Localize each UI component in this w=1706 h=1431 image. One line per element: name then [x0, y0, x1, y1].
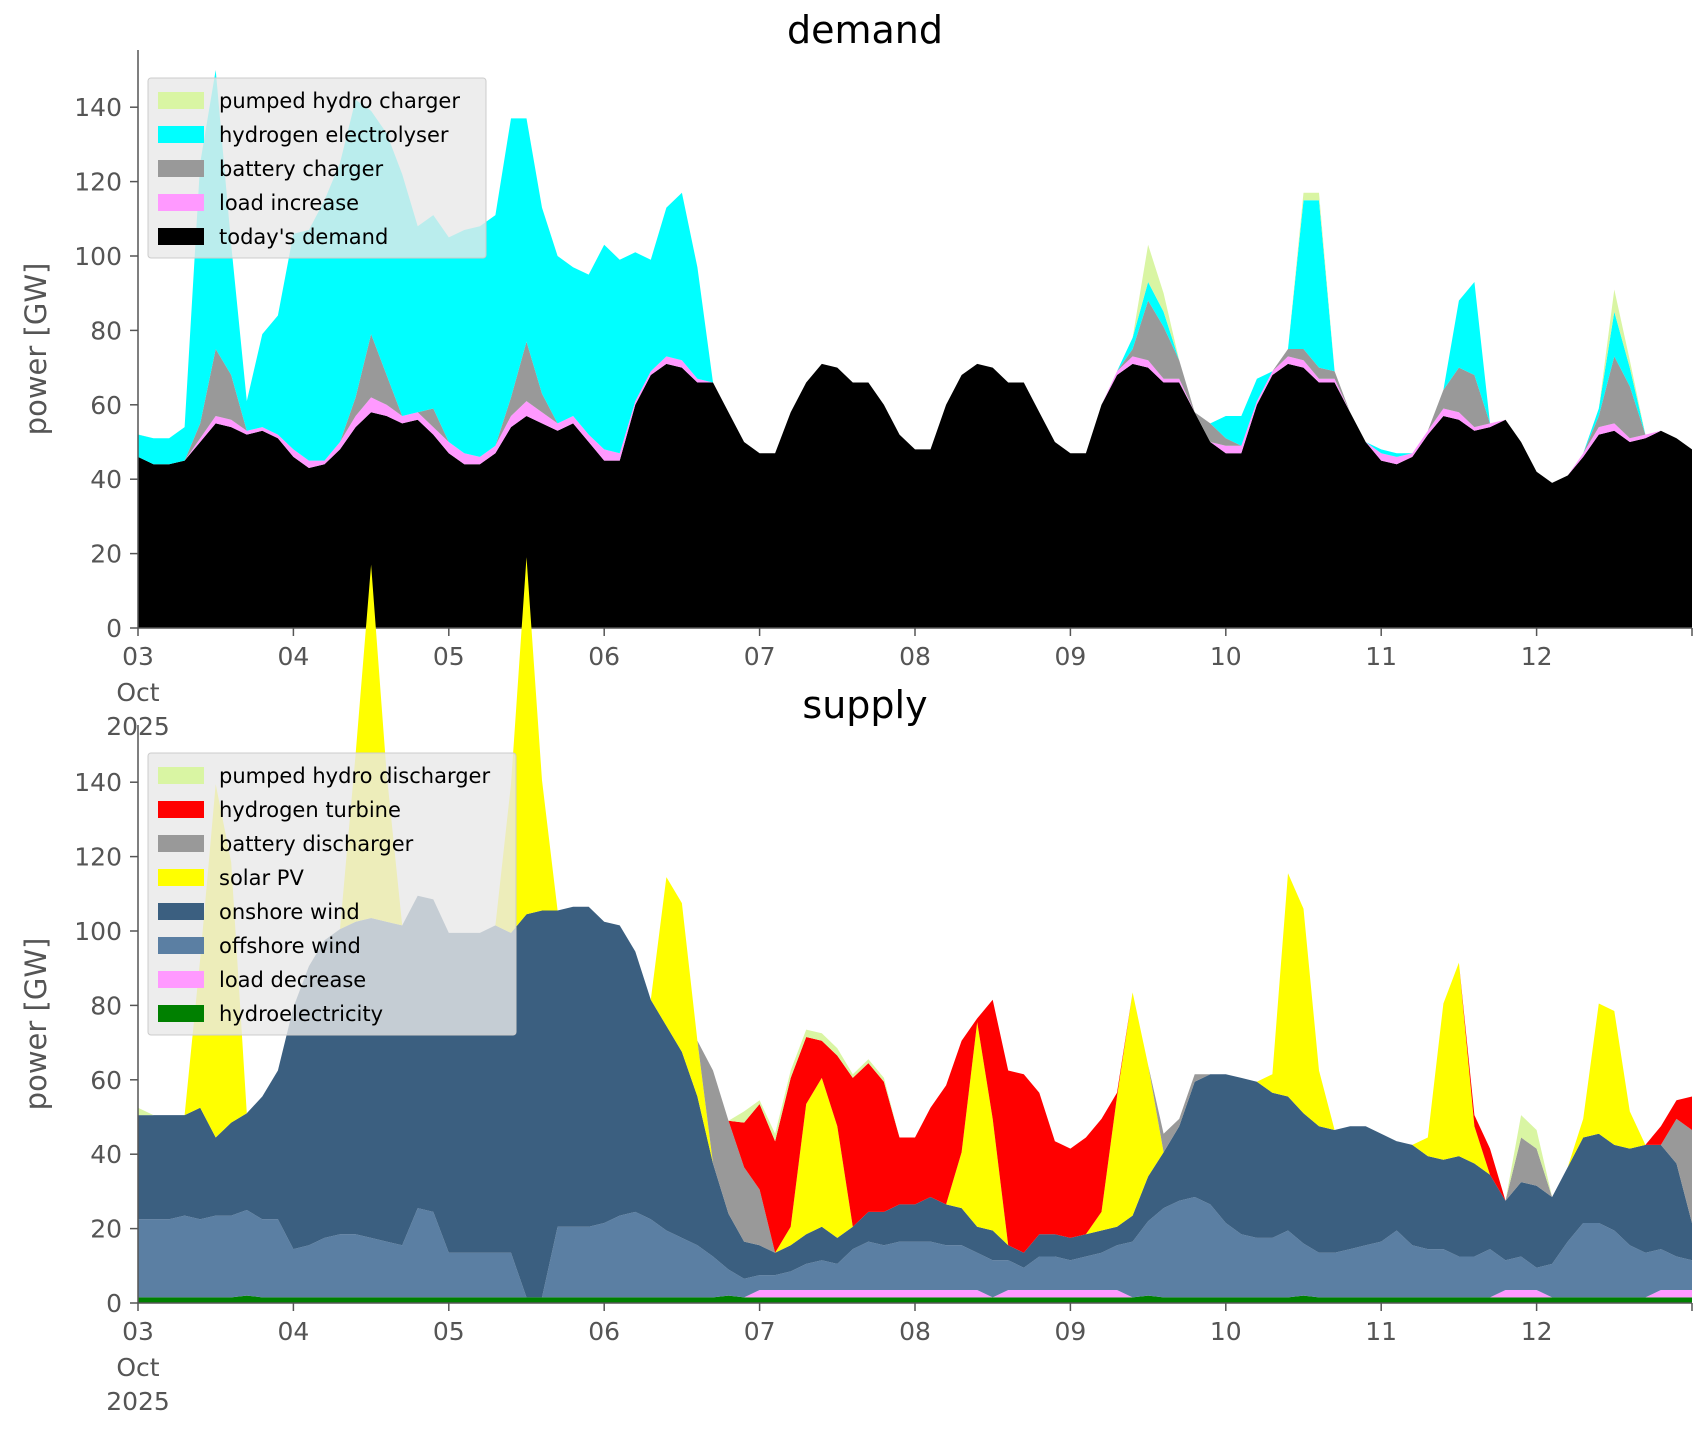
- x-tick-label: 08: [899, 1317, 931, 1346]
- series-area-onshore-wind: [138, 895, 1692, 1298]
- legend-swatch-hydroelectricity: [158, 1005, 204, 1022]
- x-tick-sublabel: Oct: [116, 678, 159, 707]
- x-tick-label: 09: [1054, 642, 1086, 671]
- legend-label: today's demand: [219, 225, 388, 249]
- y-tick-label: 20: [90, 1215, 122, 1244]
- y-tick-label: 140: [74, 93, 122, 122]
- legend-swatch-hydrogen-electrolyser: [158, 126, 204, 143]
- y-tick-label: 100: [74, 242, 122, 271]
- legend-swatch-hydrogen-turbine: [158, 801, 204, 818]
- legend-swatch-todays-demand: [158, 228, 204, 245]
- y-tick-label: 0: [106, 614, 122, 643]
- y-axis-label: power [GW]: [19, 938, 53, 1111]
- x-tick-label: 03: [122, 1317, 154, 1346]
- x-tick-label: 06: [588, 642, 620, 671]
- legend-swatch-pumped-hydro-discharger: [158, 767, 204, 784]
- x-tick-label: 03: [122, 642, 154, 671]
- series-areas: [138, 557, 1692, 1303]
- x-tick-label: 05: [433, 1317, 465, 1346]
- y-tick-label: 120: [74, 168, 122, 197]
- x-tick-sublabel: Oct: [116, 1353, 159, 1382]
- legend-label: offshore wind: [219, 934, 361, 958]
- legend-swatch-onshore-wind: [158, 903, 204, 920]
- series-area-offshore-wind: [138, 1197, 1692, 1298]
- legend-label: hydrogen turbine: [219, 798, 401, 822]
- x-tick-label: 04: [277, 642, 309, 671]
- y-tick-label: 80: [90, 316, 122, 345]
- legend-label: hydroelectricity: [219, 1002, 383, 1026]
- x-tick-label: 08: [899, 642, 931, 671]
- legend-label: solar PV: [219, 866, 304, 890]
- legend-swatch-load-increase: [158, 194, 204, 211]
- y-tick-label: 60: [90, 391, 122, 420]
- x-tick-label: 07: [744, 1317, 776, 1346]
- x-tick-label: 04: [277, 1317, 309, 1346]
- legend-label: battery charger: [219, 157, 384, 181]
- x-tick-label: 10: [1210, 1317, 1242, 1346]
- legend: pumped hydro discharger hydrogen turbine b…: [147, 752, 517, 1036]
- y-tick-label: 120: [74, 843, 122, 872]
- legend-label: battery discharger: [219, 832, 414, 856]
- y-tick-label: 40: [90, 465, 122, 494]
- y-tick-label: 140: [74, 768, 122, 797]
- x-tick-label: 11: [1365, 1317, 1397, 1346]
- legend-swatch-solar-pv: [158, 869, 204, 886]
- y-axis-label: power [GW]: [19, 263, 53, 436]
- legend-label: onshore wind: [219, 900, 360, 924]
- x-tick-sublabel: 2025: [106, 1387, 170, 1416]
- x-tick-label: 12: [1521, 642, 1553, 671]
- series-area-load-decrease: [138, 1290, 1692, 1298]
- legend-swatch-offshore-wind: [158, 937, 204, 954]
- x-tick-label: 05: [433, 642, 465, 671]
- series-area-hydroelectricity: [138, 1295, 1692, 1303]
- series-area-solar-pv: [138, 557, 1692, 1253]
- demand-panel: demand 0 20 40 60 80 100 120 140 power [GW] 03 04 05…: [19, 8, 1693, 741]
- legend-label: hydrogen electrolyser: [219, 123, 449, 147]
- x-tick-label: 11: [1365, 642, 1397, 671]
- legend-box: [147, 77, 487, 259]
- legend-label: load increase: [219, 191, 359, 215]
- y-tick-label: 80: [90, 991, 122, 1020]
- series-area-battery-discharger: [138, 557, 1692, 1253]
- series-area-battery-charger: [138, 300, 1692, 483]
- legend-swatch-battery-discharger: [158, 835, 204, 852]
- chart-title: demand: [787, 8, 943, 52]
- legend-box: [147, 752, 517, 1036]
- y-tick-label: 0: [106, 1289, 122, 1318]
- legend-swatch-battery-charger: [158, 160, 204, 177]
- chart-title: supply: [802, 683, 927, 727]
- legend-swatch-pumped-hydro-charger: [158, 92, 204, 109]
- y-tick-label: 60: [90, 1066, 122, 1095]
- legend-label: load decrease: [219, 968, 366, 992]
- x-tick-label: 07: [744, 642, 776, 671]
- legend-label: pumped hydro charger: [219, 89, 460, 113]
- x-tick-label: 06: [588, 1317, 620, 1346]
- x-tick-label: 10: [1210, 642, 1242, 671]
- series-area-hydrogen-electrolyser: [138, 70, 1692, 483]
- x-tick-label: 09: [1054, 1317, 1086, 1346]
- x-tick-label: 12: [1521, 1317, 1553, 1346]
- y-tick-label: 20: [90, 540, 122, 569]
- y-tick-label: 100: [74, 917, 122, 946]
- legend-label: pumped hydro discharger: [219, 764, 490, 788]
- legend-swatch-load-decrease: [158, 971, 204, 988]
- y-tick-label: 40: [90, 1140, 122, 1169]
- legend: pumped hydro charger hydrogen electrolyse…: [147, 77, 487, 259]
- series-area-pumped-hydro-discharger: [138, 557, 1692, 1201]
